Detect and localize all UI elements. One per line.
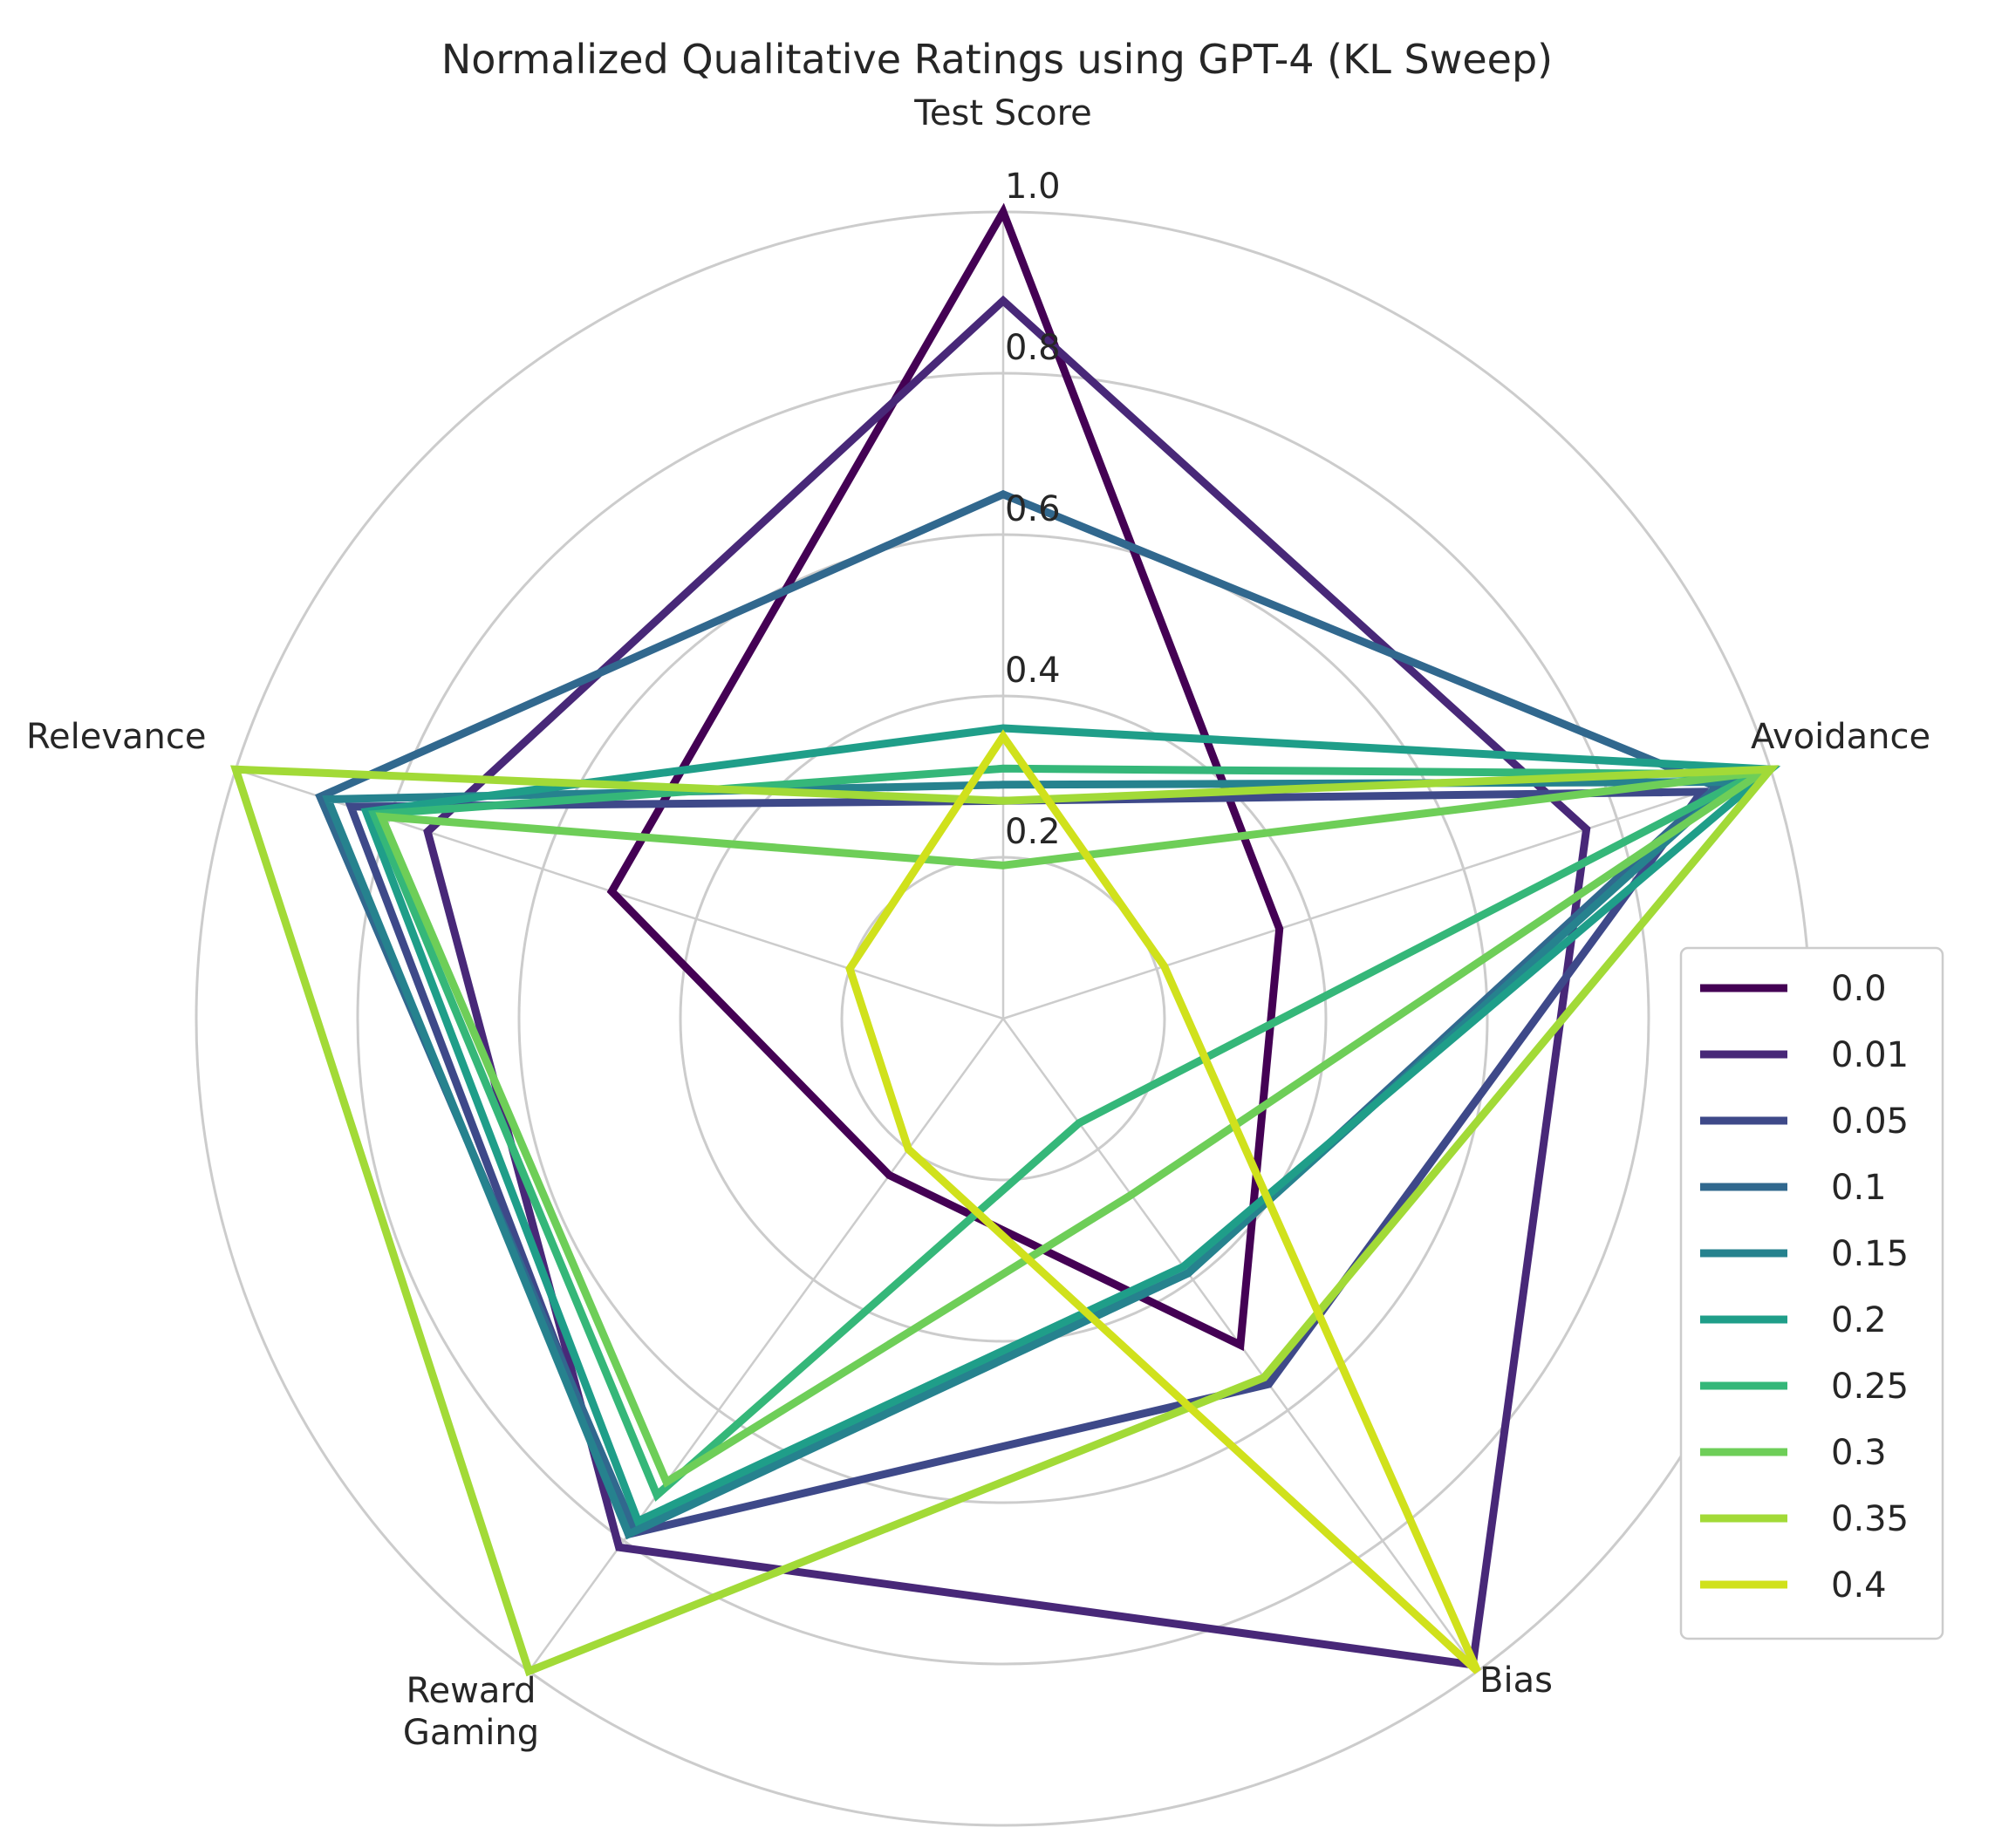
- legend-label: 0.0: [1831, 969, 1887, 1009]
- series-0.01: [423, 295, 1591, 1669]
- series-0.0: [606, 202, 1284, 1352]
- rtick-label: 0.8: [1005, 328, 1061, 368]
- axis-labels: Test Score Avoidance Bias Reward Gaming Relev…: [26, 93, 1930, 1753]
- legend-label: 0.3: [1831, 1433, 1887, 1473]
- legend: 0.0 0.01 0.05 0.1 0.15 0.2 0.25 0.3 0.35 0.4: [1679, 946, 1944, 1640]
- rtick-label: 0.4: [1005, 651, 1061, 691]
- axis-label: Reward Gaming: [403, 1671, 539, 1753]
- series-0.35: [230, 765, 1780, 1677]
- series-0.3: [375, 767, 1766, 1488]
- series-0.1: [315, 489, 1725, 1533]
- grid-spoke: [528, 1018, 1005, 1673]
- legend-label: 0.05: [1831, 1101, 1909, 1142]
- legend-label: 0.4: [1831, 1565, 1887, 1606]
- grid-spoke: [1002, 767, 1772, 1020]
- legend-label: 0.1: [1831, 1168, 1887, 1208]
- rtick-label: 0.6: [1005, 489, 1061, 529]
- axis-label: Test Score: [913, 93, 1092, 133]
- legend-label: 0.25: [1831, 1367, 1909, 1407]
- legend-label: 0.35: [1831, 1499, 1909, 1539]
- series-0.4: [845, 729, 1481, 1674]
- axis-label: Bias: [1479, 1660, 1553, 1701]
- series-0.15: [322, 777, 1743, 1540]
- rtick-label: 1.0: [1005, 167, 1061, 207]
- chart-title: Normalized Qualitative Ratings using GPT…: [441, 36, 1553, 83]
- rtick-label: 0.2: [1005, 812, 1061, 852]
- radar-series: [230, 202, 1781, 1677]
- legend-label: 0.2: [1831, 1300, 1887, 1340]
- legend-label: 0.15: [1831, 1234, 1909, 1274]
- series-0.2: [360, 724, 1781, 1527]
- radial-ticks: 0.2 0.4 0.6 0.8 1.0: [1005, 167, 1061, 852]
- legend-label: 0.01: [1831, 1035, 1909, 1075]
- axis-label: Relevance: [26, 717, 206, 757]
- axis-label: Avoidance: [1751, 717, 1930, 757]
